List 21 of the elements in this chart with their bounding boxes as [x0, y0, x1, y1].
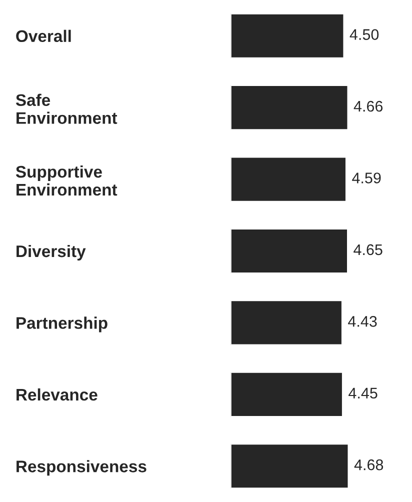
bar [230, 84, 349, 130]
data-label: 4.65 [354, 244, 382, 256]
data-label: 4.59 [352, 172, 381, 184]
data-label: 4.66 [354, 100, 383, 112]
bar [230, 156, 347, 202]
bar [230, 12, 345, 59]
y-tick-label: Overall [16, 30, 71, 42]
y-tick-label: Relevance [16, 388, 98, 401]
bar [230, 300, 343, 346]
bar [230, 443, 350, 490]
y-tick-label: Safe Environment [16, 94, 118, 124]
bar [230, 372, 344, 418]
data-label: 4.68 [354, 459, 384, 470]
data-label: 4.50 [350, 29, 379, 40]
y-tick-label: Diversity [16, 244, 86, 260]
bar [230, 228, 348, 274]
y-tick-label: Partnership [16, 316, 108, 332]
y-tick-label: Responsiveness [16, 460, 146, 476]
data-label: 4.45 [348, 388, 378, 399]
y-tick-label: Supportive Environment [16, 165, 118, 196]
data-label: 4.43 [348, 316, 377, 327]
